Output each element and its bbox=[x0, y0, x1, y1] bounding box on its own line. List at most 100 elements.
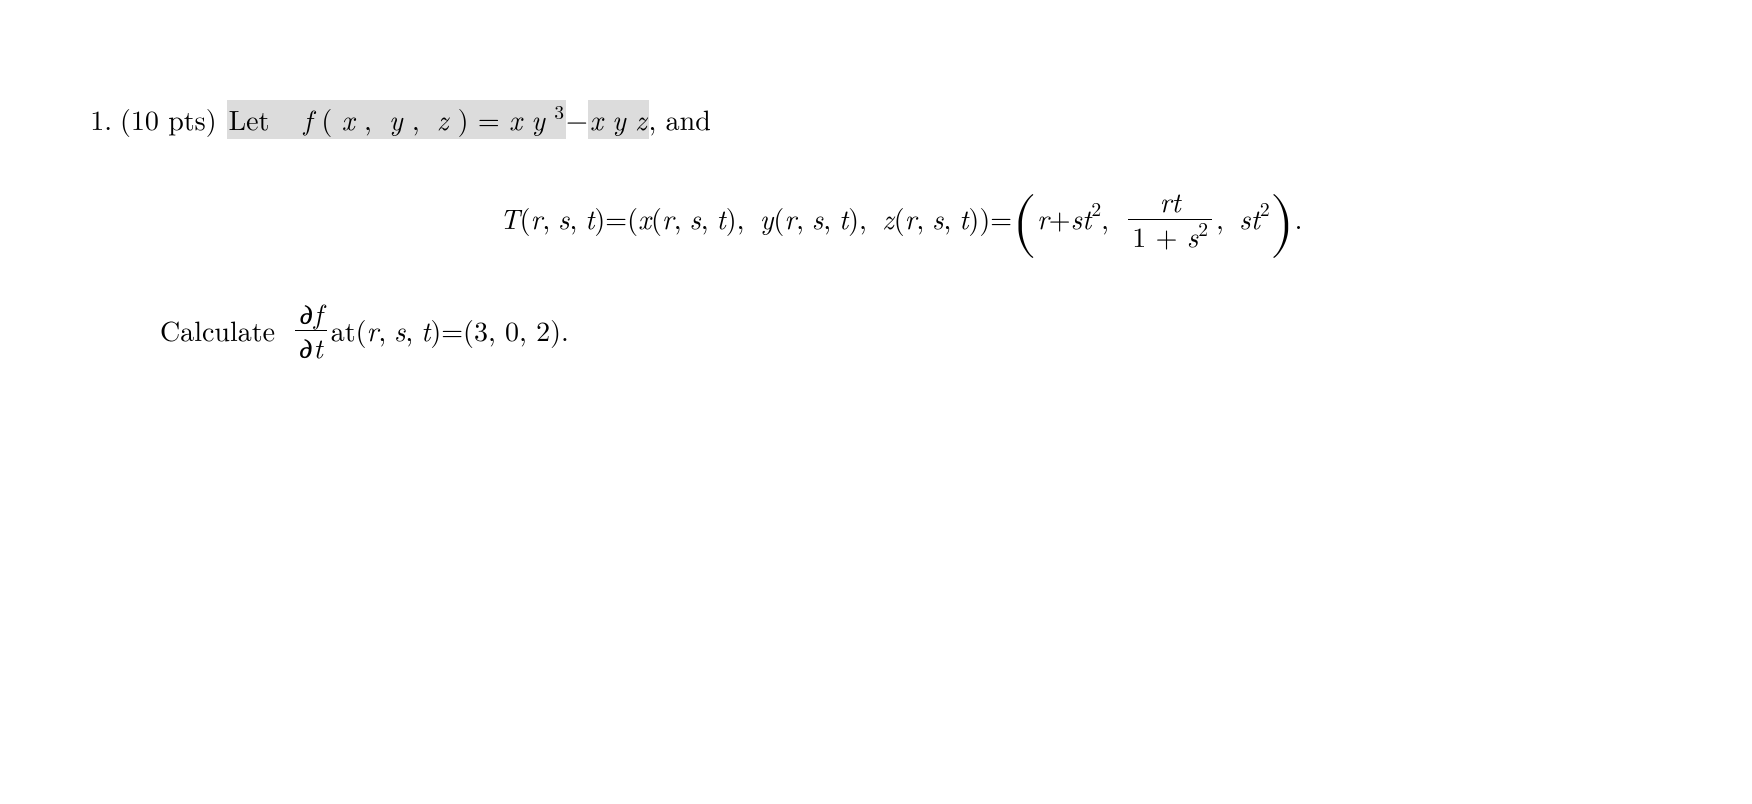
sym-t: t bbox=[585, 199, 594, 238]
equals-sign: = bbox=[441, 311, 463, 350]
sym-x: x bbox=[590, 99, 603, 139]
calculate-line: Calculate ∂f ∂t at ( r , s , t bbox=[160, 299, 1682, 363]
comma: , bbox=[542, 199, 550, 238]
sym-y: y bbox=[760, 199, 774, 238]
word-at: at bbox=[331, 311, 356, 350]
comma: , bbox=[1216, 199, 1224, 238]
plus-sign: + bbox=[1049, 199, 1071, 238]
sym-s: s bbox=[1187, 216, 1198, 256]
paren-open: ( bbox=[321, 99, 332, 139]
partial-derivative-df-dt: ∂f ∂t bbox=[295, 299, 327, 363]
comma: , bbox=[378, 311, 386, 350]
sym-t: t bbox=[1082, 199, 1091, 238]
problem-row: 1. (10 pts) Let f ( x , y , z ) = x bbox=[70, 100, 1682, 363]
sym-r: r bbox=[367, 311, 379, 350]
sym-r: r bbox=[905, 199, 917, 238]
fraction-denominator: ∂t bbox=[295, 333, 327, 362]
sym-t: t bbox=[1251, 199, 1260, 238]
word-let: Let bbox=[229, 99, 270, 139]
points-label: (10 pts) bbox=[120, 100, 217, 139]
paren-open: ( bbox=[773, 199, 784, 238]
sym-t: t bbox=[959, 199, 968, 238]
fraction-numerator: rt bbox=[1156, 187, 1185, 216]
equals-sign: = bbox=[478, 99, 509, 139]
sym-r: r bbox=[784, 199, 796, 238]
displayed-equation: T ( r , s , t ) = ( x ( r , s , t bbox=[120, 187, 1682, 251]
sym-s: s bbox=[689, 199, 700, 238]
paren-open: ( bbox=[651, 199, 662, 238]
equation-body: T ( r , s , t ) = ( x ( r , s , t bbox=[500, 187, 1303, 251]
word-calculate: Calculate bbox=[160, 311, 275, 350]
paren-close: ) bbox=[848, 199, 859, 238]
comma: , bbox=[796, 199, 804, 238]
comma: , bbox=[823, 199, 831, 238]
exponent-2: 2 bbox=[1198, 214, 1208, 242]
sym-T: T bbox=[500, 199, 520, 238]
sym-x: x bbox=[638, 199, 651, 238]
sym-y: y bbox=[612, 99, 626, 139]
paren-close: ) bbox=[594, 199, 605, 238]
paren-open: ( bbox=[356, 311, 367, 350]
highlight-xyz: x y z bbox=[588, 100, 649, 139]
paren-close: ) bbox=[979, 199, 990, 238]
sym-f: f bbox=[303, 99, 312, 139]
problem-content: (10 pts) Let f ( x , y , z ) = x y 3 bbox=[120, 100, 1682, 363]
sym-x: x bbox=[342, 99, 355, 139]
point-value: (3, 0, 2). bbox=[463, 311, 569, 350]
partial-symbol: ∂ bbox=[299, 327, 314, 367]
sym-t: t bbox=[839, 199, 848, 238]
highlight-let-f: Let f ( x , y , z ) = x y 3 bbox=[227, 100, 566, 139]
exponent-3: 3 bbox=[554, 97, 564, 125]
paren-close: ) bbox=[430, 311, 441, 350]
sym-s: s bbox=[932, 199, 943, 238]
comma: , bbox=[569, 199, 577, 238]
equals-sign: = bbox=[605, 199, 627, 238]
comma: , bbox=[701, 199, 709, 238]
sym-s: s bbox=[558, 199, 569, 238]
sym-t: t bbox=[716, 199, 725, 238]
sym-y: y bbox=[531, 99, 545, 139]
minus-sign: − bbox=[566, 100, 588, 139]
sym-s: s bbox=[394, 311, 405, 350]
sym-y: y bbox=[389, 99, 403, 139]
comma: , bbox=[859, 199, 867, 238]
comma: , bbox=[364, 99, 372, 139]
sym-s: s bbox=[812, 199, 823, 238]
equals-sign: = bbox=[990, 199, 1012, 238]
comma: , bbox=[737, 199, 745, 238]
comma: , bbox=[944, 199, 952, 238]
problem-number: 1. bbox=[70, 100, 112, 139]
fraction-numerator: ∂f bbox=[295, 299, 327, 328]
sym-r: r bbox=[1037, 199, 1049, 238]
text-and: , and bbox=[649, 100, 711, 139]
sym-t: t bbox=[421, 311, 430, 350]
paren-open: ( bbox=[627, 199, 638, 238]
sym-r: r bbox=[531, 199, 543, 238]
sym-s: s bbox=[1239, 199, 1250, 238]
text-one-plus: 1 + bbox=[1132, 216, 1186, 256]
comma: , bbox=[674, 199, 682, 238]
fraction-denominator: 1 + s2 bbox=[1128, 222, 1212, 251]
problem-page: 1. (10 pts) Let f ( x , y , z ) = x bbox=[0, 0, 1752, 363]
sym-s: s bbox=[1071, 199, 1082, 238]
sym-z: z bbox=[635, 99, 646, 139]
paren-close: ) bbox=[726, 199, 737, 238]
intro-line: (10 pts) Let f ( x , y , z ) = x y 3 bbox=[120, 100, 1682, 139]
paren-close: ) bbox=[458, 99, 469, 139]
comma: , bbox=[412, 99, 420, 139]
paren-close: ) bbox=[968, 199, 979, 238]
full-stop: . bbox=[1295, 199, 1303, 238]
exponent-2: 2 bbox=[1091, 195, 1101, 222]
comma: , bbox=[1101, 199, 1109, 238]
paren-open: ( bbox=[520, 199, 531, 238]
sym-x: x bbox=[509, 99, 522, 139]
sym-z: z bbox=[882, 199, 893, 238]
sym-t: t bbox=[313, 327, 322, 367]
paren-open: ( bbox=[894, 199, 905, 238]
sym-r: r bbox=[662, 199, 674, 238]
exponent-2: 2 bbox=[1260, 195, 1270, 222]
sym-z: z bbox=[437, 99, 448, 139]
comma: , bbox=[916, 199, 924, 238]
fraction-rt-over-1plus-s2: rt 1 + s2 bbox=[1128, 187, 1212, 251]
comma: , bbox=[405, 311, 413, 350]
